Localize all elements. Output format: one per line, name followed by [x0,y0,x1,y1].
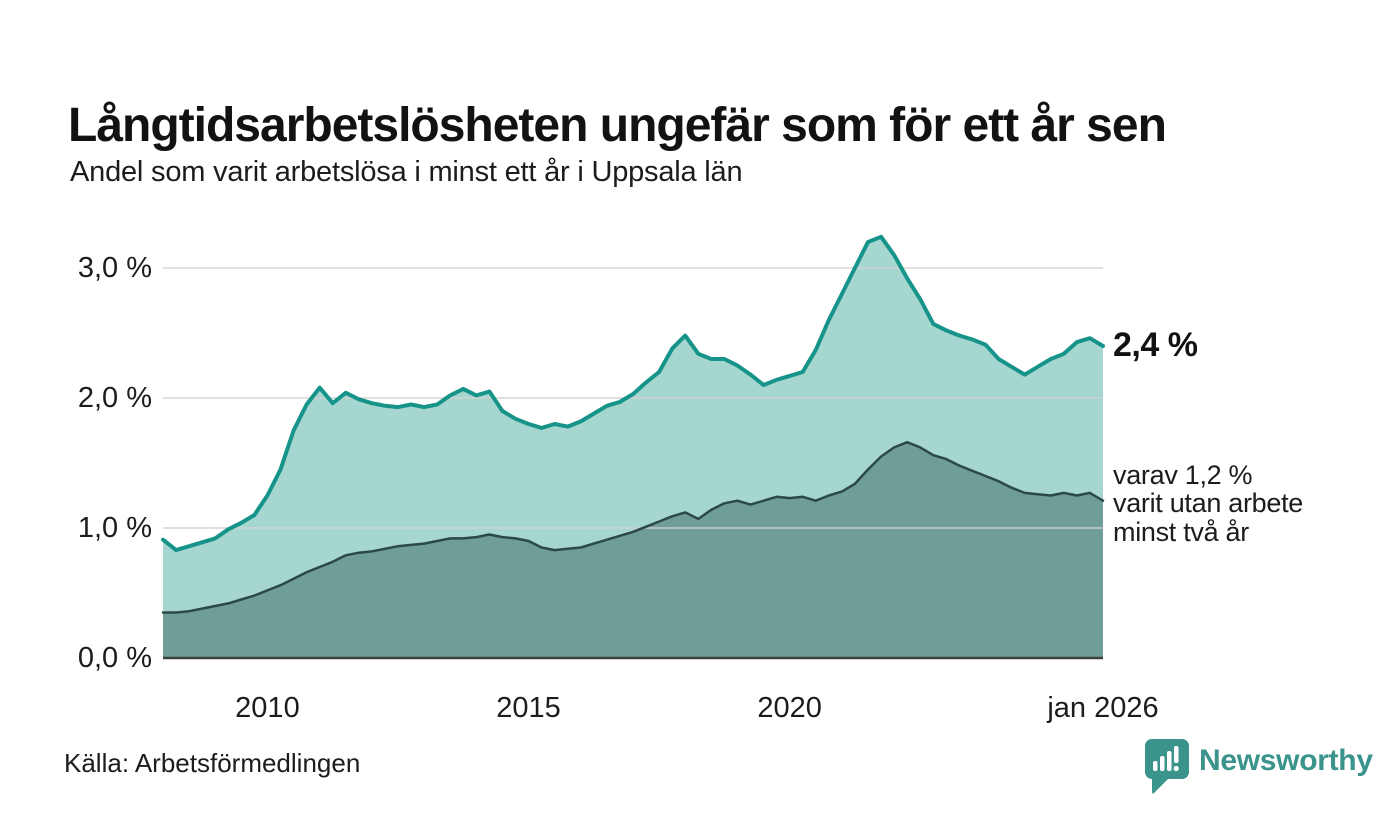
series-line [161,440,1105,614]
end-value-label-total: 2,4 % [1113,326,1198,364]
detail-line-1: varav 1,2 % [1113,460,1253,490]
newsworthy-bubble-icon [1145,739,1189,794]
exclamation-dot [1173,765,1179,772]
series-line [161,234,1105,553]
exclamation-stroke [1174,746,1179,763]
area-fill [163,236,1103,659]
source-note: Källa: Arbetsförmedlingen [64,748,361,778]
chart-subtitle: Andel som varit arbetslösa i minst ett å… [70,156,743,188]
x-tick-label: 2015 [496,692,561,724]
end-value-label-detail: varav 1,2 % varit utan arbete minst två … [1113,461,1303,546]
bar-small [1153,761,1158,771]
detail-line-3: minst två år [1113,516,1249,547]
page-title: Långtidsarbetslösheten ungefär som för e… [68,99,1167,153]
bar-medium [1160,756,1165,771]
x-tick-label: 2010 [235,692,300,724]
x-tick-label: 2020 [757,692,822,724]
bar-tall [1167,751,1172,771]
x-tick-label: jan 2026 [1047,692,1159,724]
y-tick-label: 2,0 % [77,382,152,414]
detail-line-2: varit utan arbete [1113,488,1304,519]
area-fill [163,442,1103,658]
brand-name: Newsworthy [1199,744,1373,777]
brand-logo: Newsworthy [1144,738,1373,796]
y-tick-label: 1,0 % [77,512,152,544]
y-tick-label: 3,0 % [77,252,152,284]
y-tick-label: 0,0 % [77,642,152,674]
